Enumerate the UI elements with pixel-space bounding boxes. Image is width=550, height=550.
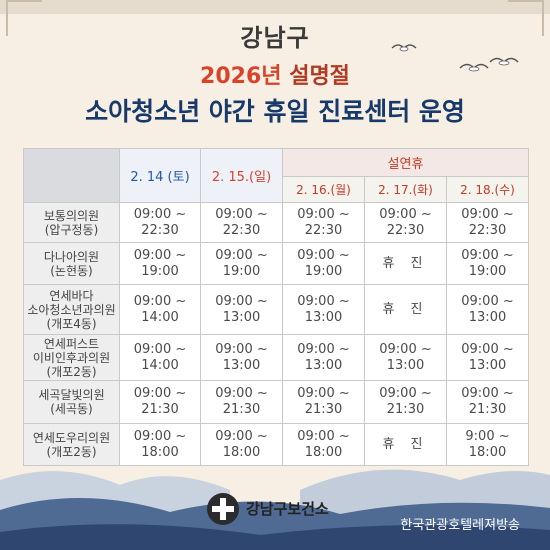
festival-label: 설명절	[289, 64, 350, 89]
holiday-group-header: 설연휴	[282, 148, 529, 177]
hours-cell: 09:00 ~ 14:00	[119, 334, 201, 381]
district-title: 강남구	[240, 24, 310, 52]
main-heading: 소아청소년 야간 휴일 진료센터 운영	[85, 97, 465, 126]
hours-cell: 09:00 ~ 18:00	[282, 423, 365, 466]
clinic-name-cell: 연세도우리의원 (개포2동)	[23, 423, 120, 466]
table-row: 다나아의원 (논현동) 09:00 ~ 19:00 09:00 ~ 19:00 …	[23, 242, 529, 285]
date-header-3: 2. 16.(월)	[282, 176, 365, 203]
hours-cell: 09:00 ~ 13:00	[282, 334, 365, 381]
clinic-name-cell: 연세퍼스트 이비인후과의원 (개포2동)	[23, 334, 120, 381]
date-header-4: 2. 17.(화)	[364, 176, 447, 203]
hours-cell: 09:00 ~ 22:30	[446, 202, 529, 243]
hours-cell: 9:00 ~ 18:00	[446, 423, 529, 466]
hours-cell: 09:00 ~ 22:30	[119, 202, 201, 243]
hours-cell: 09:00 ~ 13:00	[446, 334, 529, 381]
hours-cell: 09:00 ~ 18:00	[200, 423, 283, 466]
hours-cell: 09:00 ~ 22:30	[200, 202, 283, 243]
health-center-name: 강남구보건소	[246, 500, 329, 518]
table-row: 보통의의원 (압구정동) 09:00 ~ 22:30 09:00 ~ 22:30…	[23, 202, 529, 243]
hours-cell: 09:00 ~ 21:30	[446, 380, 529, 424]
table-row: 연세바다 소아청소년과의원 (개포4동) 09:00 ~ 14:00 09:00…	[23, 284, 529, 335]
top-frame-bar	[0, 0, 550, 14]
hours-cell: 09:00 ~ 13:00	[200, 284, 283, 335]
health-center-logo	[207, 493, 239, 525]
table-row: 연세도우리의원 (개포2동) 09:00 ~ 18:00 09:00 ~ 18:…	[23, 423, 529, 466]
frame-corner-right	[508, 0, 544, 36]
mountain-landscape	[0, 469, 550, 550]
year-label: 2026년	[200, 64, 282, 89]
clinic-name-cell: 연세바다 소아청소년과의원 (개포4동)	[23, 284, 120, 335]
closed-cell: 휴 진	[364, 284, 447, 335]
table-row: 연세퍼스트 이비인후과의원 (개포2동) 09:00 ~ 14:00 09:00…	[23, 334, 529, 381]
cranes-illustration	[391, 44, 519, 72]
hours-cell: 09:00 ~ 13:00	[364, 334, 447, 381]
hours-cell: 09:00 ~ 21:30	[200, 380, 283, 424]
frame-corner-left	[6, 0, 42, 36]
hours-cell: 09:00 ~ 13:00	[282, 284, 365, 335]
hours-cell: 09:00 ~ 19:00	[446, 242, 529, 285]
hours-cell: 09:00 ~ 22:30	[364, 202, 447, 243]
date-header-5: 2. 18.(수)	[446, 176, 529, 203]
hours-cell: 09:00 ~ 19:00	[119, 242, 201, 285]
broadcaster-watermark: 한국관광호텔레져방송	[400, 518, 520, 533]
closed-cell: 휴 진	[364, 242, 447, 285]
hours-cell: 09:00 ~ 19:00	[282, 242, 365, 285]
hours-cell: 09:00 ~ 14:00	[119, 284, 201, 335]
hours-cell: 09:00 ~ 13:00	[200, 334, 283, 381]
clinic-name-cell: 다나아의원 (논현동)	[23, 242, 120, 285]
hours-cell: 09:00 ~ 13:00	[446, 284, 529, 335]
clinic-name-cell: 보통의의원 (압구정동)	[23, 202, 120, 243]
table-corner-cell	[23, 148, 120, 203]
hours-cell: 09:00 ~ 22:30	[282, 202, 365, 243]
date-header-2: 2. 15.(일)	[200, 148, 283, 203]
date-header-1: 2. 14 (토)	[119, 148, 201, 203]
clinic-name-cell: 세곡달빛의원 (세곡동)	[23, 380, 120, 424]
holiday-title: 2026년 설명절	[0, 58, 550, 90]
schedule-table: 2. 14 (토) 2. 15.(일) 설연휴 2. 16.(월) 2. 17.…	[23, 148, 529, 466]
table-row: 세곡달빛의원 (세곡동) 09:00 ~ 21:30 09:00 ~ 21:30…	[23, 380, 529, 424]
hours-cell: 09:00 ~ 21:30	[282, 380, 365, 424]
hours-cell: 09:00 ~ 19:00	[200, 242, 283, 285]
hours-cell: 09:00 ~ 21:30	[119, 380, 201, 424]
hours-cell: 09:00 ~ 21:30	[364, 380, 447, 424]
